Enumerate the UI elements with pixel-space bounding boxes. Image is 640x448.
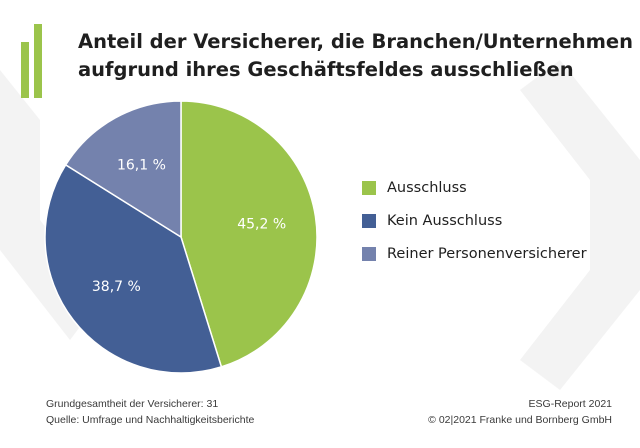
logo-bar-short (21, 42, 29, 98)
pie-slice-kein-ausschluss (44, 163, 223, 374)
footer-copyright-line: © 02|2021 Franke und Bornberg GmbH (428, 414, 612, 426)
pie-label-kein-ausschluss: 38,7 % (92, 279, 141, 295)
legend: Ausschluss Kein Ausschluss Reiner Person… (362, 178, 587, 277)
legend-label-ausschluss: Ausschluss (387, 180, 467, 196)
pie-slice-ausschluss (180, 100, 318, 368)
chart-title-line-2: aufgrund ihres Geschäftsfeldes ausschlie… (78, 58, 574, 81)
legend-label-kein-ausschluss: Kein Ausschluss (387, 213, 503, 229)
chart-title: Anteil der Versicherer, die Branchen/Unt… (78, 28, 634, 84)
footer-copyright: ESG-Report 2021 © 02|2021 Franke und Bor… (428, 396, 612, 428)
pie-slice-reiner-personenversicherer (64, 100, 182, 239)
background-chevron-right (520, 60, 640, 390)
legend-item-kein-ausschluss: Kein Ausschluss (362, 211, 587, 231)
brand-logo (21, 24, 42, 98)
chart-title-line-1: Anteil der Versicherer, die Branchen/Unt… (78, 30, 634, 53)
legend-item-reiner-personenversicherer: Reiner Personenversicherer (362, 244, 587, 264)
legend-swatch-kein-ausschluss (362, 214, 376, 228)
legend-item-ausschluss: Ausschluss (362, 178, 587, 198)
footer-source: Grundgesamtheit der Versicherer: 31 Quel… (46, 396, 254, 428)
pie-label-reiner-personenversicherer: 16,1 % (117, 158, 166, 174)
footer-sample-size: Grundgesamtheit der Versicherer: 31 (46, 398, 219, 410)
pie-label-ausschluss: 45,2 % (237, 217, 286, 233)
footer-report-name: ESG-Report 2021 (528, 398, 612, 410)
logo-bar-tall (34, 24, 42, 98)
legend-swatch-reiner-personenversicherer (362, 247, 376, 261)
legend-label-reiner-personenversicherer: Reiner Personenversicherer (387, 246, 587, 262)
legend-swatch-ausschluss (362, 181, 376, 195)
footer-source-line: Quelle: Umfrage und Nachhaltigkeitsberic… (46, 414, 255, 426)
